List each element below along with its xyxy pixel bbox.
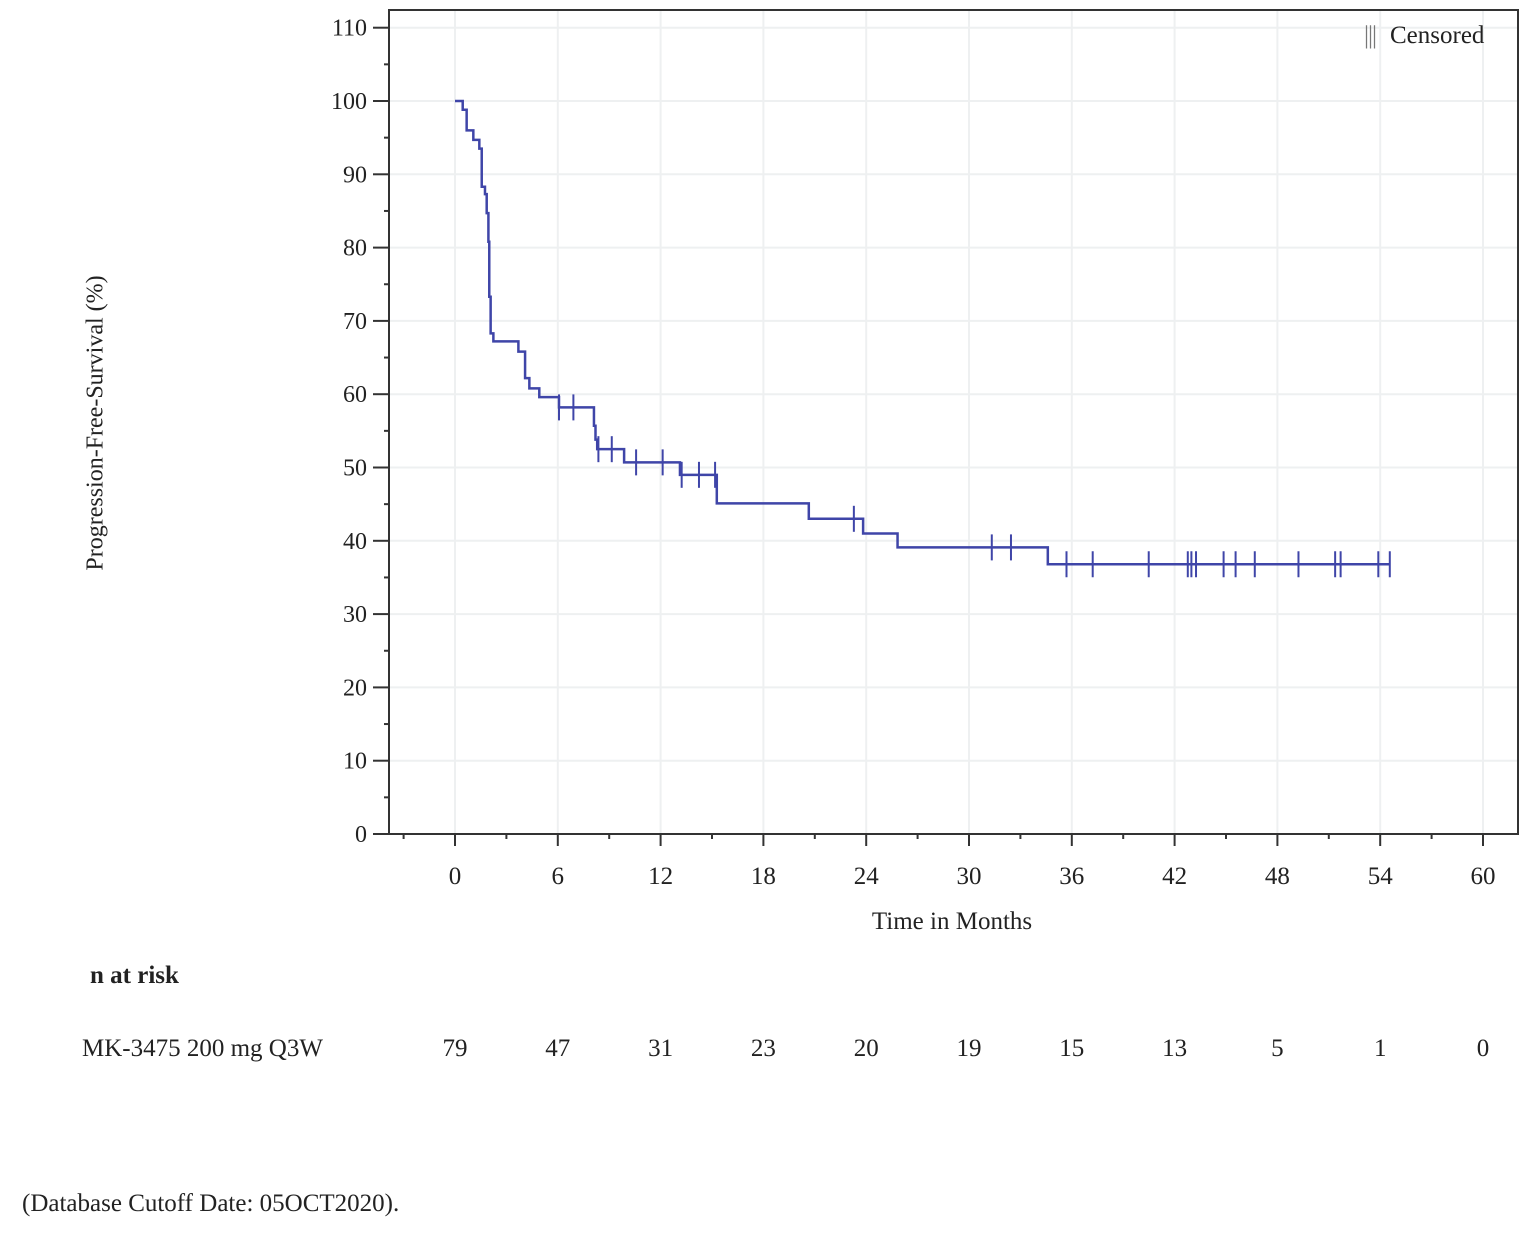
y-tick-label: 0 <box>355 822 367 848</box>
y-tick-label: 110 <box>332 16 367 42</box>
x-tick-label: 6 <box>552 863 565 890</box>
x-tick-label: 48 <box>1265 863 1290 890</box>
risk-value: 1 <box>1373 1035 1387 1062</box>
x-tick-label: 12 <box>648 863 673 890</box>
footnote: (Database Cutoff Date: 05OCT2020). <box>22 1190 400 1217</box>
y-tick-label: 90 <box>343 162 367 188</box>
x-axis-label: Time in Months <box>871 908 1033 935</box>
y-tick-label: 70 <box>343 309 367 335</box>
risk-row-label: MK-3475 200 mg Q3W <box>82 1035 323 1062</box>
risk-value: 13 <box>1162 1035 1188 1062</box>
risk-value: 47 <box>545 1035 571 1062</box>
x-tick-label: 54 <box>1368 863 1394 890</box>
y-tick-label: 100 <box>331 89 367 115</box>
risk-table-title: n at risk <box>90 962 179 989</box>
y-tick-label: 50 <box>343 456 367 482</box>
survival-curve <box>455 99 1390 566</box>
risk-value: 5 <box>1271 1035 1284 1062</box>
risk-value: 20 <box>853 1035 879 1062</box>
x-tick-label: 36 <box>1059 863 1084 890</box>
risk-value: 79 <box>442 1035 468 1062</box>
y-tick-label: 10 <box>343 749 367 775</box>
x-tick-label: 30 <box>957 863 982 890</box>
risk-value: 15 <box>1059 1035 1085 1062</box>
y-tick-label: 20 <box>343 675 367 701</box>
x-tick-label: 18 <box>751 863 776 890</box>
plot-frame <box>388 9 1519 835</box>
y-tick-label: 40 <box>343 529 367 555</box>
x-tick-label: 0 <box>449 863 462 890</box>
x-tick-label: 42 <box>1162 863 1187 890</box>
legend-censor-symbol: ||| <box>1364 22 1377 49</box>
x-tick-label: 24 <box>854 863 880 890</box>
y-tick-label: 80 <box>343 236 367 262</box>
y-axis-label: Progression-Free-Survival (%) <box>82 275 109 571</box>
risk-value: 19 <box>956 1035 982 1062</box>
risk-value: 23 <box>750 1035 776 1062</box>
legend-label: Censored <box>1390 22 1485 49</box>
y-tick-label: 60 <box>343 382 367 408</box>
risk-value: 0 <box>1476 1035 1490 1062</box>
x-tick-label: 60 <box>1471 863 1496 890</box>
y-tick-label: 30 <box>343 602 367 628</box>
risk-value: 31 <box>648 1035 674 1062</box>
